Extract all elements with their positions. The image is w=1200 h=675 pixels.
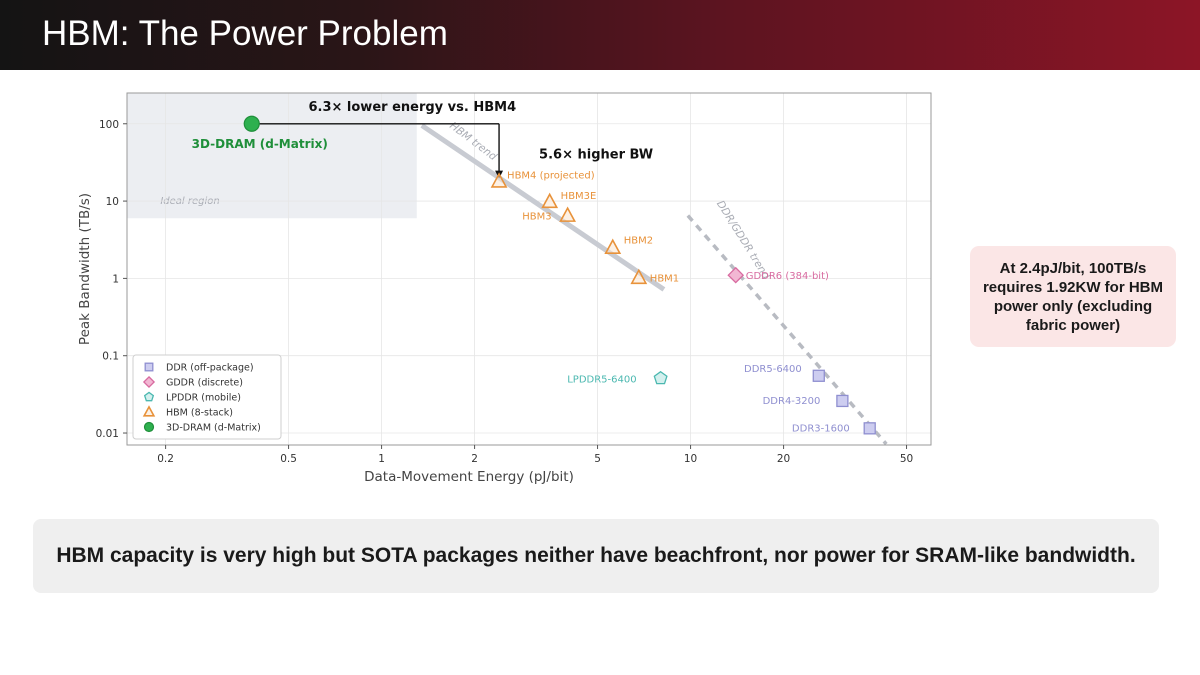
x-tick-label: 0.2	[157, 453, 174, 465]
point-label: DDR5-6400	[744, 364, 802, 375]
title-bar: HBM: The Power Problem	[0, 0, 1200, 70]
legend-box	[132, 354, 282, 440]
data-point-ddr4-3200	[836, 394, 849, 408]
legend-label: LPDDR (mobile)	[166, 393, 241, 404]
trend-label-1: DDR/GDDR trend	[714, 199, 772, 282]
legend-marker	[143, 391, 155, 402]
x-tick-label: 20	[777, 453, 790, 465]
point-label: DDR4-3200	[763, 396, 821, 407]
data-point-lpddr5-6400	[653, 370, 668, 385]
legend-label: HBM (8-stack)	[166, 408, 233, 419]
legend-marker	[142, 375, 156, 389]
legend-marker	[143, 421, 155, 433]
y-tick-label: 0.1	[102, 351, 119, 363]
y-tick-label: 1	[112, 273, 119, 285]
legend-label: DDR (off-package)	[166, 363, 254, 374]
x-tick-label: 50	[900, 453, 913, 465]
trend-label-0: HBM trend	[447, 120, 499, 163]
x-tick-label: 1	[378, 453, 385, 465]
footer-statement: HBM capacity is very high but SOTA packa…	[33, 519, 1159, 593]
point-label: HBM2	[624, 236, 653, 247]
x-tick-label: 0.5	[280, 453, 297, 465]
trend-line-1	[686, 214, 888, 446]
point-label: HBM4 (projected)	[507, 170, 595, 181]
y-axis-label: Peak Bandwidth (TB/s)	[77, 193, 93, 345]
legend-label: GDDR (discrete)	[166, 378, 243, 389]
point-label: HBM3E	[561, 191, 597, 202]
power-callout: At 2.4pJ/bit, 100TB/s requires 1.92KW fo…	[970, 246, 1176, 347]
energy-annotation: 6.3× lower energy vs. HBM4	[308, 100, 516, 115]
point-label: HBM3	[522, 212, 551, 223]
point-label: GDDR6 (384-bit)	[746, 271, 829, 282]
data-point-hbm3e	[541, 192, 559, 209]
y-tick-label: 10	[106, 196, 119, 208]
x-tick-label: 5	[594, 453, 601, 465]
data-point-hbm4-projected-	[490, 172, 508, 188]
slide-title: HBM: The Power Problem	[42, 14, 448, 53]
data-point-hbm1	[630, 268, 648, 285]
x-axis-label: Data-Movement Energy (pJ/bit)	[364, 469, 574, 485]
legend-marker	[144, 362, 154, 372]
bw-annotation: 5.6× higher BW	[539, 148, 653, 163]
data-point-3d-dram-d-matrix-	[243, 115, 260, 132]
plot-frame	[126, 92, 932, 446]
x-tick-label: 2	[471, 453, 478, 465]
data-point-hbm3	[559, 206, 577, 222]
legend-label: 3D-DRAM (d-Matrix)	[166, 423, 261, 434]
point-label: LPDDR5-6400	[567, 374, 636, 385]
point-label: DDR3-1600	[792, 423, 850, 434]
legend: DDR (off-package) GDDR (discrete) LPDDR (m…	[132, 354, 282, 440]
legend-marker	[142, 405, 156, 417]
x-tick-label: 10	[684, 453, 697, 465]
point-label: HBM1	[650, 274, 679, 285]
y-tick-label: 100	[99, 119, 119, 131]
data-point-gddr6-384-bit-	[727, 266, 745, 284]
y-tick-label: 0.01	[96, 428, 119, 440]
data-point-hbm2	[604, 238, 622, 254]
data-point-ddr3-1600	[863, 422, 876, 435]
point-label: 3D-DRAM (d-Matrix)	[192, 137, 328, 151]
ideal-region	[127, 93, 417, 219]
data-point-ddr5-6400	[812, 369, 825, 382]
